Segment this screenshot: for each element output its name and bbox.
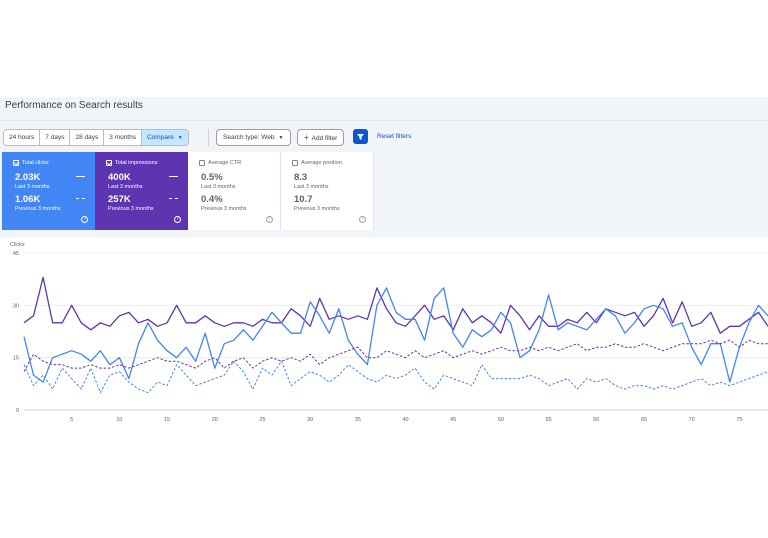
x-tick-label: 35 (355, 417, 361, 423)
y-tick-label: 30 (13, 303, 19, 309)
x-tick-label: 25 (259, 417, 265, 423)
metric-card-total-clicks[interactable]: Total clicks 2.03K Last 3 months 1.06K P… (2, 152, 95, 230)
series-line-0 (23, 276, 768, 334)
metric-value: 2.03K (15, 172, 41, 183)
metric-period: Last 3 months (201, 184, 236, 190)
series-line-3 (23, 360, 768, 394)
y-tick-label: 15 (13, 356, 19, 362)
x-tick-label: 20 (212, 417, 218, 423)
x-tick-label: 55 (546, 417, 552, 423)
help-icon[interactable]: ? (266, 216, 273, 223)
solid-line-legend-icon (76, 176, 85, 177)
series-line-1 (23, 287, 768, 383)
date-range-compare[interactable]: Compare ▼ (141, 130, 188, 145)
metric-label: Average position (301, 160, 342, 166)
metric-header: Total clicks (13, 160, 49, 166)
metric-previous-value: 10.7 (294, 194, 313, 205)
metric-previous-period: Previous 3 months (201, 206, 247, 212)
x-tick-label: 75 (736, 417, 742, 423)
date-range-24-hours[interactable]: 24 hours (4, 130, 41, 145)
metric-header: Total impressions (106, 160, 158, 166)
dropdown-caret-icon: ▼ (177, 135, 183, 141)
dashed-line-legend-icon (76, 198, 85, 199)
x-tick-label: 30 (307, 417, 313, 423)
metric-previous-period: Previous 3 months (15, 206, 61, 212)
x-tick-label: 65 (641, 417, 647, 423)
metric-label: Total clicks (22, 160, 49, 166)
plus-icon: + (304, 133, 309, 142)
page-title: Performance on Search results (5, 100, 143, 111)
metric-period: Last 3 months (108, 184, 143, 190)
checkbox-unchecked-icon[interactable] (292, 160, 298, 166)
metric-previous-period: Previous 3 months (108, 206, 154, 212)
metric-previous-value: 257K (108, 194, 131, 205)
checkbox-checked-icon[interactable] (106, 160, 112, 166)
metric-value: 8.3 (294, 172, 308, 183)
search-type-dropdown[interactable]: Search type: Web ▼ (216, 129, 291, 146)
help-icon[interactable]: ? (359, 216, 366, 223)
x-tick-label: 5 (70, 417, 73, 423)
metric-header: Average position (292, 160, 342, 166)
metric-header: Average CTR (199, 160, 241, 166)
toolbar-separator (208, 129, 209, 146)
add-filter-button[interactable]: + Add filter (297, 129, 345, 146)
x-tick-label: 40 (402, 417, 408, 423)
help-icon[interactable]: ? (81, 216, 88, 223)
x-tick-label: 70 (689, 417, 695, 423)
line-chart: Clicks 0 15 30 45 5 10 15 20 25 30 35 40 45 50 55 60 65… (10, 242, 768, 423)
y-tick-label: 0 (16, 408, 19, 414)
metric-value: 400K (108, 172, 131, 183)
add-filter-label: Add filter (311, 135, 338, 142)
metric-card-total-impressions[interactable]: Total impressions 400K Last 3 months 257… (95, 152, 188, 230)
series-line-2 (23, 339, 768, 372)
x-tick-label: 60 (593, 417, 599, 423)
compare-label: Compare (146, 134, 174, 141)
metric-period: Last 3 months (15, 184, 50, 190)
metric-value: 0.5% (201, 172, 223, 183)
reset-filters-link[interactable]: Reset filters (377, 133, 412, 140)
x-tick-label: 50 (498, 417, 504, 423)
metric-previous-period: Previous 3 months (294, 206, 340, 212)
dropdown-caret-icon: ▼ (278, 135, 284, 141)
checkbox-unchecked-icon[interactable] (199, 160, 205, 166)
filter-icon (357, 134, 364, 140)
metric-card-average-position[interactable]: Average position 8.3 Last 3 months 10.7 … (281, 152, 374, 230)
filter-settings-button[interactable] (353, 129, 368, 144)
x-tick-label: 10 (116, 417, 122, 423)
checkbox-checked-icon[interactable] (13, 160, 19, 166)
date-range-28-days[interactable]: 28 days (70, 130, 105, 145)
metric-previous-value: 1.06K (15, 194, 41, 205)
performance-chart: Clicks 0 15 30 45 5 10 15 20 25 30 35 40 45 50 55 60 65… (0, 237, 768, 435)
metric-label: Total impressions (115, 160, 158, 166)
y-tick-label: 45 (13, 251, 19, 257)
y-axis-title: Clicks (10, 242, 25, 248)
x-tick-label: 45 (450, 417, 456, 423)
metric-label: Average CTR (208, 160, 242, 166)
dashed-line-legend-icon (169, 198, 178, 199)
x-tick-label: 15 (164, 417, 170, 423)
search-type-label: Search type: Web (223, 134, 275, 141)
date-range-7-days[interactable]: 7 days (40, 130, 71, 145)
help-icon[interactable]: ? (174, 216, 181, 223)
metric-period: Last 3 months (294, 184, 329, 190)
date-range-3-months[interactable]: 3 months (104, 130, 142, 145)
date-range-selector: 24 hours 7 days 28 days 3 months Compare… (3, 129, 189, 146)
solid-line-legend-icon (169, 176, 178, 177)
metric-card-average-ctr[interactable]: Average CTR 0.5% Last 3 months 0.4% Prev… (188, 152, 281, 230)
header-divider (0, 120, 768, 121)
metric-previous-value: 0.4% (201, 194, 223, 205)
